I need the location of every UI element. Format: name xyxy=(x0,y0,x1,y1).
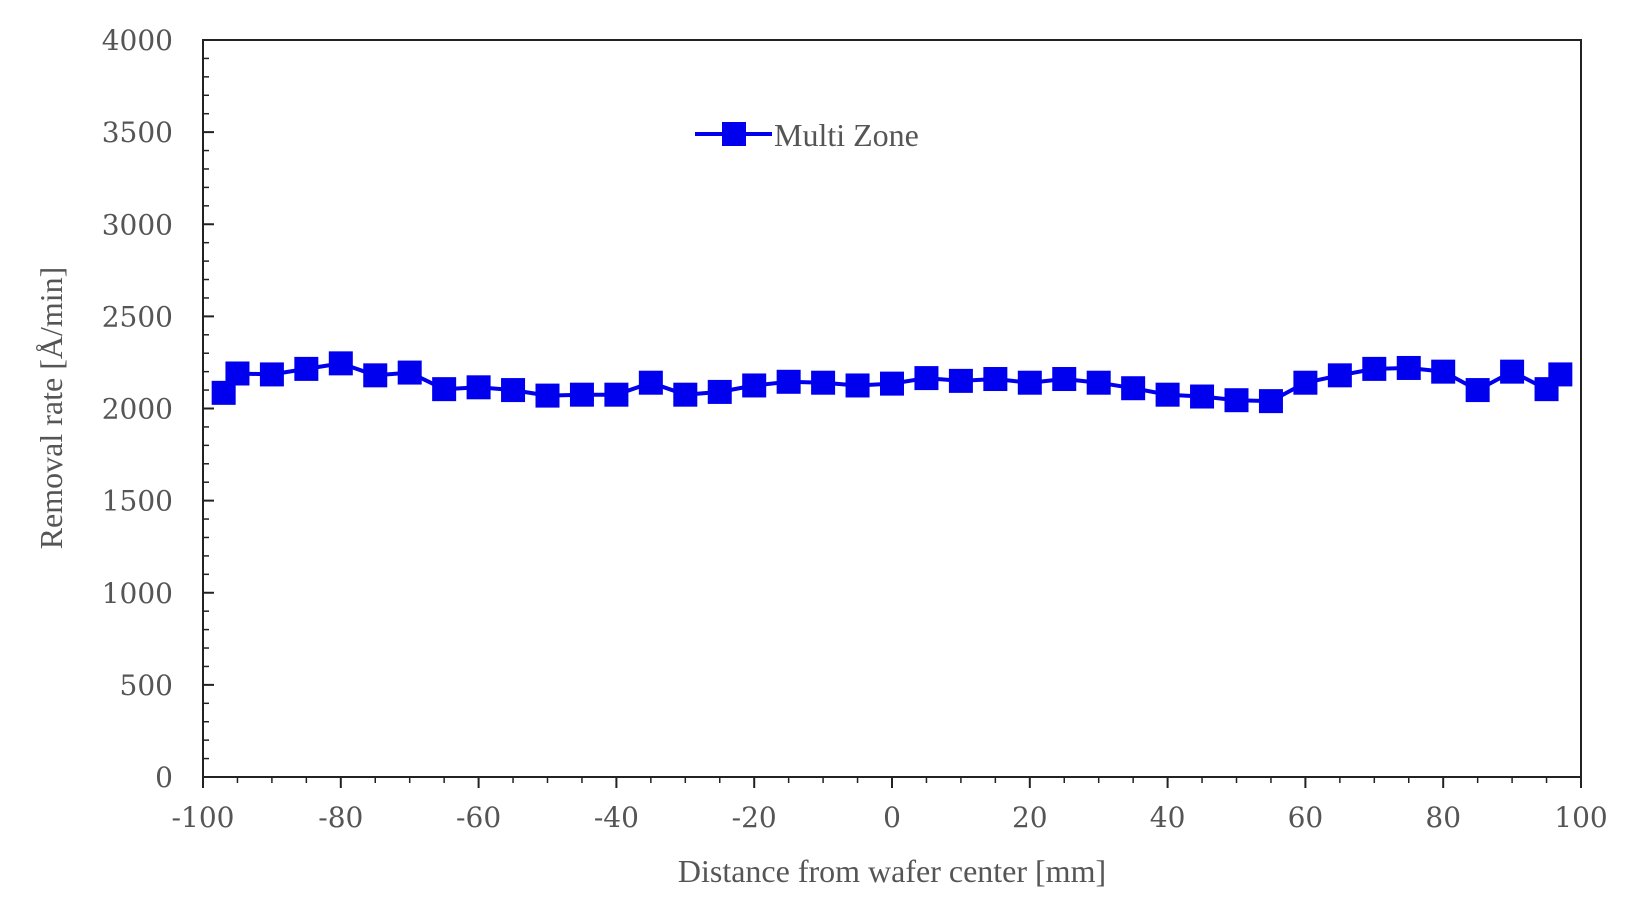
x-tick-label: 100 xyxy=(1554,801,1607,834)
x-axis-title: Distance from wafer center [mm] xyxy=(678,853,1106,889)
data-point xyxy=(707,379,732,404)
data-point xyxy=(673,382,698,407)
y-axis: 0 500 1000 1500 2000 2500 3000 3500 4000 xyxy=(102,24,214,794)
x-tick-label: 0 xyxy=(883,801,901,834)
x-tick-label: 60 xyxy=(1288,801,1324,834)
data-point xyxy=(983,367,1008,392)
data-point xyxy=(1465,378,1490,403)
y-tick-label: 1000 xyxy=(102,577,173,610)
data-point xyxy=(1548,362,1573,387)
legend: Multi Zone xyxy=(695,117,919,153)
data-point xyxy=(294,356,319,381)
data-point xyxy=(432,377,457,402)
data-point xyxy=(845,373,870,398)
x-tick-label: -100 xyxy=(172,801,235,834)
x-tick-label: -40 xyxy=(594,801,639,834)
data-point xyxy=(1121,376,1146,401)
x-axis: -100 -80 -60 -40 -20 0 20 40 60 80 100 xyxy=(172,777,1608,834)
data-point xyxy=(1362,356,1387,381)
data-point xyxy=(604,382,629,407)
y-tick-label: 0 xyxy=(155,761,173,794)
data-point xyxy=(225,361,250,386)
data-point xyxy=(1224,388,1249,413)
y-tick-label: 3500 xyxy=(102,116,173,149)
data-point xyxy=(1258,389,1283,414)
y-tick-label: 3000 xyxy=(102,208,173,241)
data-point xyxy=(1293,370,1318,395)
y-tick-label: 4000 xyxy=(102,24,173,57)
x-tick-label: 20 xyxy=(1012,801,1048,834)
data-point xyxy=(1500,359,1525,384)
data-point xyxy=(948,368,973,393)
y-axis-title: Removal rate [Å/min] xyxy=(33,267,69,550)
series-layer xyxy=(211,351,1573,414)
x-tick-label: -80 xyxy=(318,801,363,834)
data-point xyxy=(638,370,663,395)
data-point xyxy=(1086,370,1111,395)
x-tick-label: -20 xyxy=(732,801,777,834)
y-tick-label: 2500 xyxy=(102,300,173,333)
data-point xyxy=(1190,384,1215,409)
data-point xyxy=(1327,363,1352,388)
x-tick-label: -60 xyxy=(456,801,501,834)
data-point xyxy=(742,373,767,398)
data-point xyxy=(1052,367,1077,392)
y-tick-label: 2000 xyxy=(102,393,173,426)
data-point xyxy=(363,363,388,388)
x-tick-label: 80 xyxy=(1425,801,1461,834)
data-point xyxy=(1017,370,1042,395)
data-point xyxy=(397,360,422,385)
data-point xyxy=(535,383,560,408)
x-tick-label: 40 xyxy=(1150,801,1186,834)
plot-area xyxy=(202,39,1582,778)
minor-ticks xyxy=(203,57,1548,783)
data-point xyxy=(1431,359,1456,384)
legend-label: Multi Zone xyxy=(774,117,919,153)
data-point xyxy=(880,371,904,396)
legend-marker xyxy=(722,122,746,146)
data-point xyxy=(811,370,836,395)
data-point xyxy=(259,362,284,387)
y-tick-label: 500 xyxy=(120,669,173,702)
data-point xyxy=(466,375,491,400)
y-tick-label: 1500 xyxy=(102,485,173,518)
data-point xyxy=(328,351,353,376)
data-point xyxy=(1155,382,1180,407)
data-point xyxy=(501,378,526,403)
data-point xyxy=(914,366,939,391)
data-point xyxy=(569,382,594,407)
data-point xyxy=(1396,355,1421,380)
data-point xyxy=(776,369,801,394)
